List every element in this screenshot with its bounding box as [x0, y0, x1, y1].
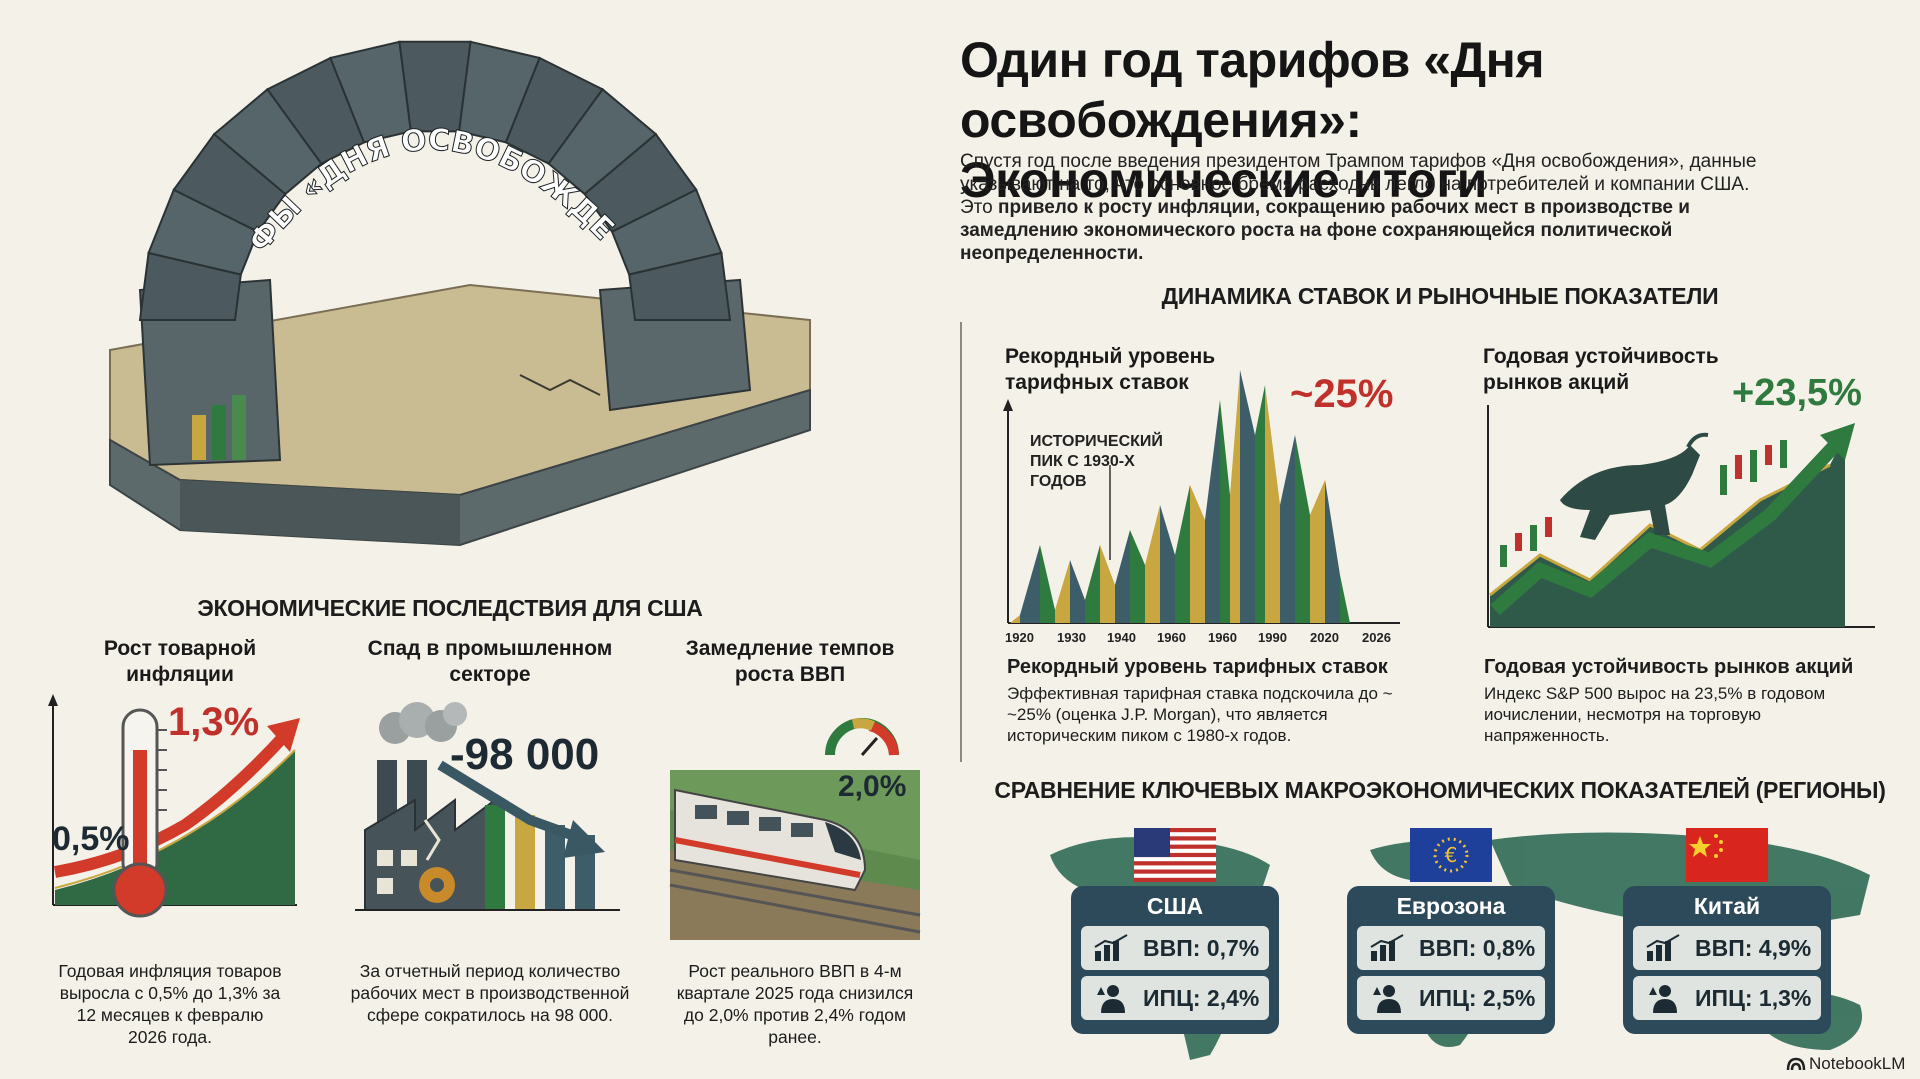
regions-section-title: СРАВНЕНИЕ КЛЮЧЕВЫХ МАКРОЭКОНОМИЧЕСКИХ ПО…: [994, 777, 1886, 803]
market-caption-title: Годовая устойчивость рынков акций: [1484, 656, 1854, 678]
tariff-peak: ~25%: [1290, 372, 1394, 416]
usa-flag-icon: [1134, 828, 1216, 882]
inflation-from-value: 0,5%: [52, 820, 130, 858]
region-gdp-row: ВВП: 4,9%: [1633, 926, 1821, 970]
tariff-x-axis: 1920 1930 1940 1960 1960 1990 2020 2026: [1000, 630, 1400, 648]
region-name: США: [1146, 893, 1204, 919]
region-gdp-row: ВВП: 0,8%: [1357, 926, 1545, 970]
region-gdp: ВВП: 0,7%: [1143, 934, 1260, 961]
growth-chart-icon: [1646, 934, 1680, 961]
consumer-icon: [1373, 985, 1401, 1013]
consumer-icon: [1649, 985, 1677, 1013]
notebooklm-logo-icon: [1786, 1057, 1806, 1071]
arch-illustration: ТАРИФЫ «ДНЯ ОСВОБОЖДЕНИЯ»: [40, 20, 811, 547]
region-card-usa: США ВВП: 0,7% ИПЦ: 2,4%: [1071, 886, 1279, 1034]
market-chart: [1487, 405, 1875, 628]
rates-section-title: ДИНАМИКА СТАВОК И РЫНОЧНЫЕ ПОКАЗАТЕЛИ: [1161, 283, 1719, 309]
region-cpi: ИПЦ: 1,3%: [1695, 984, 1812, 1011]
page-title: Один год тарифов «Дня освобождения»: Эко…: [960, 32, 1545, 208]
industry-card-title: Спад в промышленном секторе: [367, 637, 613, 686]
inflation-to-value: 1,3%: [168, 700, 260, 744]
tariff-x-tick: 1920: [1005, 630, 1034, 645]
region-gdp-row: ВВП: 0,7%: [1081, 926, 1269, 970]
inflation-card-text: Годовая инфляция товаров выросла с 0,5% …: [58, 961, 282, 1047]
region-card-eurozone: Еврозона ВВП: 0,8% ИПЦ: 2,5%: [1347, 886, 1555, 1034]
divider-line: [960, 322, 962, 762]
tariff-x-tick: 2026: [1362, 630, 1391, 645]
tariff-x-tick: 1960: [1208, 630, 1237, 645]
tariff-x-tick: 1940: [1107, 630, 1136, 645]
watermark: NotebookLM: [1786, 1054, 1905, 1074]
gdp-card-title: Замедление темпов роста ВВП: [685, 637, 895, 686]
industry-chart: [355, 702, 620, 911]
china-flag-icon: [1686, 828, 1768, 882]
tariff-x-tick: 1960: [1157, 630, 1186, 645]
tariff-annotation: ИСТОРИЧЕСКИЙ ПИК С 1930-Х ГОДОВ: [1030, 433, 1163, 490]
us-section-title: ЭКОНОМИЧЕСКИЕ ПОСЛЕДСТВИЯ ДЛЯ США: [197, 595, 703, 621]
gdp-card-text: Рост реального ВВП в 4-м квартале 2025 г…: [676, 961, 914, 1047]
region-gdp: ВВП: 0,8%: [1419, 934, 1536, 961]
tariff-chart-title: Рекордный уровень тарифных ставок: [1005, 345, 1216, 394]
gdp-illustration: [669, 718, 921, 940]
tariff-x-tick: 2020: [1310, 630, 1339, 645]
eu-flag-icon: €: [1410, 828, 1492, 882]
tariff-caption-text: Эффективная тарифная ставка подскочила д…: [1007, 684, 1393, 745]
consumer-icon: [1097, 985, 1125, 1013]
growth-chart-icon: [1094, 934, 1128, 961]
region-gdp: ВВП: 4,9%: [1695, 934, 1812, 961]
gdp-value: 2,0%: [838, 770, 907, 803]
region-name: Китай: [1693, 893, 1761, 919]
region-cpi: ИПЦ: 2,5%: [1419, 984, 1536, 1011]
region-cpi-row: ИПЦ: 2,4%: [1081, 976, 1269, 1020]
tariff-caption-title: Рекордный уровень тарифных ставок: [1007, 656, 1388, 678]
industry-value: -98 000: [450, 730, 600, 779]
growth-chart-icon: [1370, 934, 1404, 961]
inflation-card-title: Рост товарной инфляции: [103, 637, 257, 686]
region-card-china: Китай ВВП: 4,9% ИПЦ: 1,3%: [1623, 886, 1831, 1034]
region-cpi: ИПЦ: 2,4%: [1143, 984, 1260, 1011]
industry-card-text: За отчетный период количество рабочих ме…: [350, 961, 630, 1025]
intro-paragraph: Спустя год после введения президентом Тр…: [960, 151, 1757, 264]
market-value: +23,5%: [1732, 372, 1862, 414]
region-cpi-row: ИПЦ: 2,5%: [1357, 976, 1545, 1020]
tariff-x-tick: 1990: [1258, 630, 1287, 645]
tariff-chart: [1003, 370, 1400, 624]
tariff-x-tick: 1930: [1057, 630, 1086, 645]
inflation-chart: [48, 694, 300, 918]
market-caption-text: Индекс S&P 500 вырос на 23,5% в годовом …: [1484, 684, 1826, 745]
region-cpi-row: ИПЦ: 1,3%: [1633, 976, 1821, 1020]
market-chart-title: Годовая устойчивость рынков акций: [1483, 345, 1719, 394]
svg-text:€: €: [1445, 843, 1458, 867]
region-name: Еврозона: [1396, 893, 1506, 919]
